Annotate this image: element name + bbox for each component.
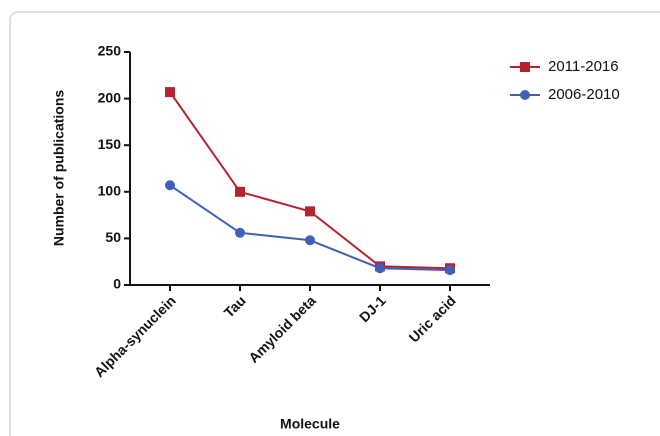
data-point — [165, 87, 175, 98]
y-tick-label: 150 — [98, 136, 122, 152]
y-axis-label: Number of publications — [51, 90, 67, 247]
legend-label: 2006-2010 — [548, 86, 620, 103]
legend-marker — [520, 62, 530, 72]
y-tick-label: 50 — [105, 229, 121, 245]
x-axis-label: Molecule — [280, 416, 340, 432]
data-point — [445, 265, 455, 276]
data-point — [305, 206, 315, 217]
y-tick-label: 0 — [113, 276, 121, 292]
panel-frame — [9, 11, 660, 436]
y-tick-label: 250 — [98, 43, 122, 59]
y-tick-label: 100 — [98, 183, 122, 199]
data-point — [235, 186, 245, 197]
data-point — [375, 263, 385, 274]
y-tick-label: 200 — [98, 89, 122, 105]
data-point — [235, 227, 245, 238]
legend-marker — [520, 90, 530, 100]
legend-label: 2011-2016 — [548, 58, 619, 75]
data-point — [165, 180, 175, 191]
data-point — [305, 235, 315, 246]
